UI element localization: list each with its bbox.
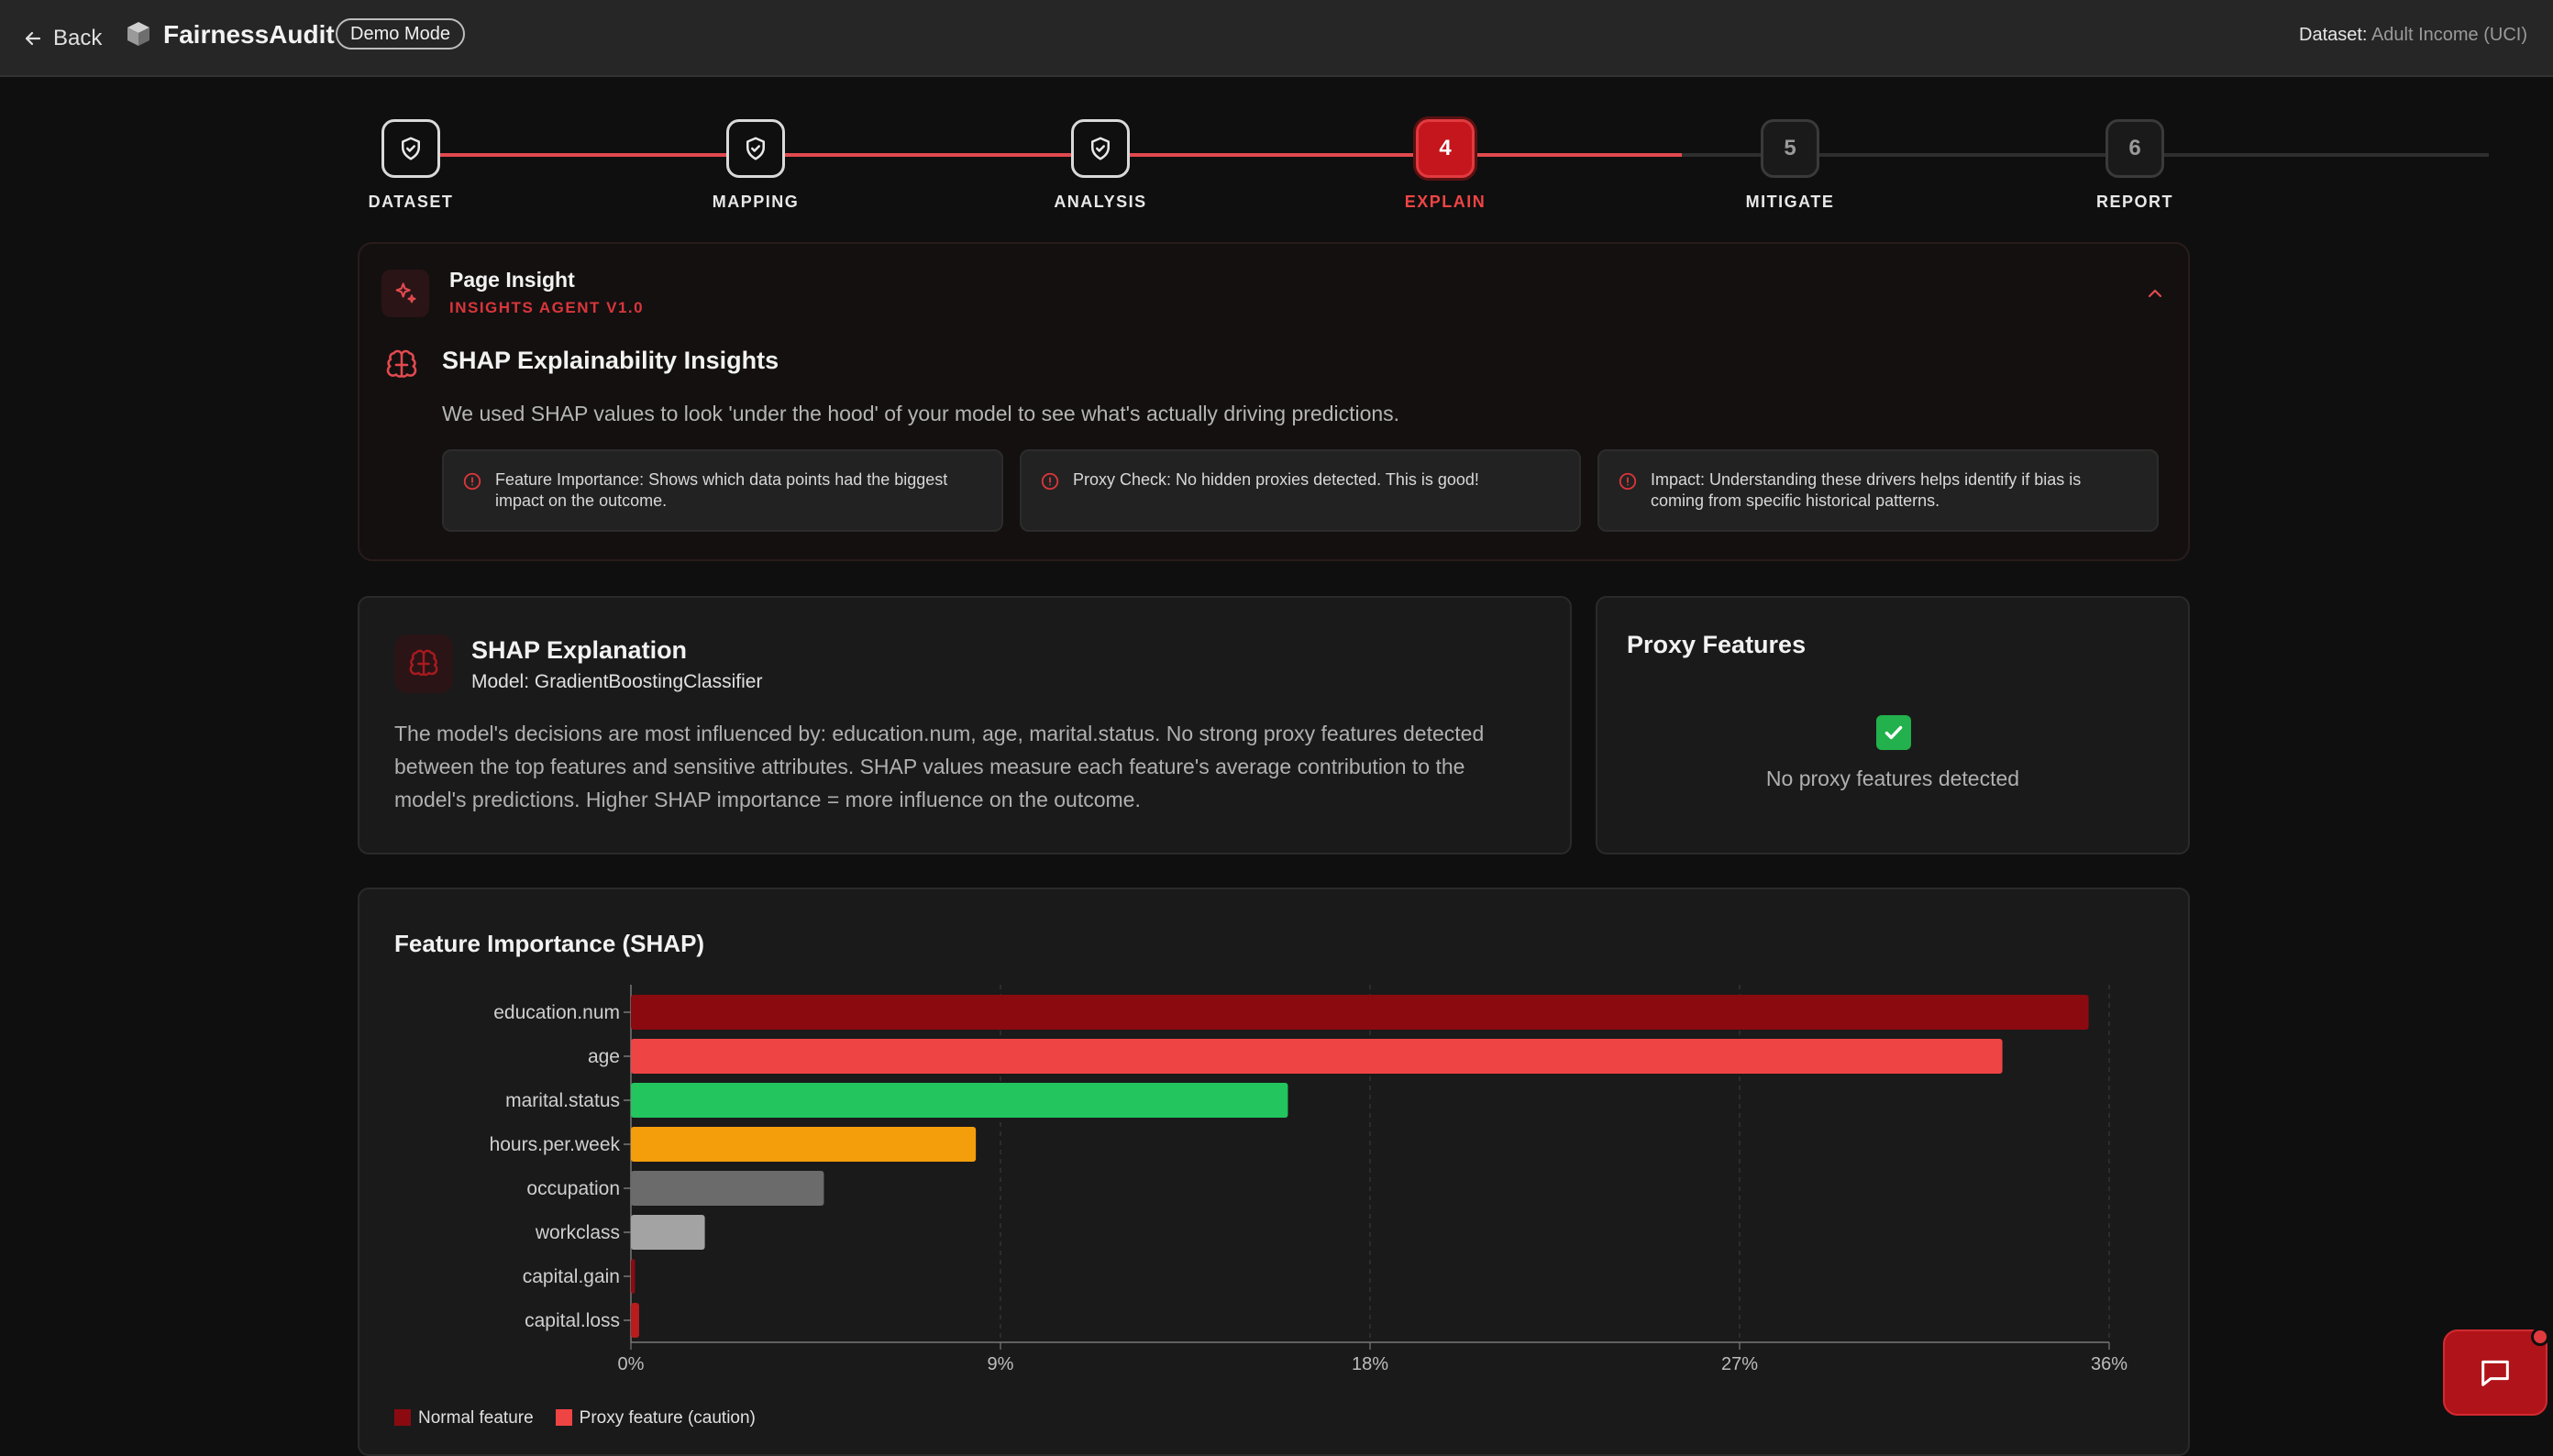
x-tick-label: 18%: [1352, 1354, 1388, 1374]
bar-capital-gain: [631, 1259, 635, 1294]
step-dataset[interactable]: DATASET: [347, 119, 475, 212]
step-analysis-label: ANALYSIS: [1054, 193, 1147, 211]
y-tick-label: hours.per.week: [490, 1134, 621, 1155]
step-analysis[interactable]: ANALYSIS: [1036, 119, 1165, 212]
y-tick-label: workclass: [535, 1222, 620, 1243]
arrow-left-icon: [25, 31, 41, 46]
x-tick-label: 27%: [1721, 1354, 1758, 1374]
cube-logo-icon: [127, 22, 149, 46]
shield-check-icon: [402, 137, 420, 160]
explanation-model: Model: GradientBoostingClassifier: [471, 671, 763, 692]
shield-check-icon: [1091, 137, 1110, 160]
step-explain[interactable]: 4 EXPLAIN: [1381, 119, 1509, 212]
bar-workclass: [631, 1215, 705, 1250]
app-name: FairnessAudit: [163, 20, 335, 49]
legend-label-normal: Normal feature: [418, 1408, 534, 1428]
chat-button[interactable]: [2443, 1328, 2549, 1416]
back-button[interactable]: Back: [22, 20, 102, 57]
info-icon: [1619, 472, 1637, 491]
stepper-line-pending: [1682, 153, 2489, 157]
info-icon: [463, 472, 481, 491]
bar-occupation: [631, 1171, 824, 1206]
top-bar: Back FairnessAudit Demo Mode Dataset: Ad…: [0, 0, 2553, 77]
page-insight-panel: Page Insight INSIGHTS AGENT V1.0 SHAP Ex…: [358, 242, 2190, 561]
bar-education-num: [631, 995, 2089, 1030]
legend-label-proxy: Proxy feature (caution): [579, 1408, 756, 1428]
insight-card-impact: Impact: Understanding these drivers help…: [1597, 449, 2159, 532]
notification-dot: [2531, 1328, 2549, 1346]
x-tick-label: 0%: [618, 1354, 645, 1374]
legend-swatch-normal: [394, 1409, 411, 1426]
bar-capital-loss: [631, 1303, 639, 1338]
proxy-features-panel: Proxy Features No proxy features detecte…: [1596, 596, 2190, 855]
step-mapping[interactable]: MAPPING: [691, 119, 820, 212]
insight-title: Page Insight: [449, 268, 575, 292]
y-tick-label: marital.status: [505, 1090, 620, 1111]
bar-marital-status: [631, 1083, 1288, 1118]
dataset-indicator: Dataset: Adult Income (UCI): [2299, 22, 2527, 48]
x-tick-label: 9%: [988, 1354, 1014, 1374]
y-tick-label: education.num: [493, 1002, 620, 1023]
y-tick-label: age: [588, 1046, 620, 1067]
step-report-number: 6: [2105, 119, 2164, 178]
dataset-value: Adult Income (UCI): [2371, 25, 2527, 45]
step-dataset-box: [381, 119, 440, 178]
step-explain-number: 4: [1416, 119, 1475, 178]
back-label: Back: [53, 26, 103, 50]
step-mapping-label: MAPPING: [712, 193, 800, 211]
step-report[interactable]: 6 REPORT: [2071, 119, 2199, 212]
shap-explanation-panel: SHAP Explanation Model: GradientBoosting…: [358, 596, 1572, 855]
step-mitigate-label: MITIGATE: [1745, 193, 1835, 211]
chevron-up-icon[interactable]: [2144, 282, 2166, 304]
legend-swatch-proxy: [555, 1409, 572, 1426]
step-explain-label: EXPLAIN: [1404, 193, 1486, 211]
legend-item-normal: Normal feature: [394, 1408, 534, 1428]
insight-card-text: Feature Importance: Shows which data poi…: [495, 470, 948, 510]
check-mark-icon: [1876, 715, 1911, 750]
chart-title: Feature Importance (SHAP): [394, 930, 705, 957]
chart-legend: Normal feature Proxy feature (caution): [394, 1408, 756, 1428]
dataset-label: Dataset:: [2299, 25, 2368, 45]
brain-icon: [386, 349, 417, 378]
y-tick-label: occupation: [526, 1178, 620, 1199]
x-tick-label: 36%: [2091, 1354, 2128, 1374]
step-mapping-box: [726, 119, 785, 178]
feature-importance-panel: Feature Importance (SHAP) 0% 9% 18% 27% 36% e…: [358, 888, 2190, 1456]
legend-item-proxy: Proxy feature (caution): [555, 1408, 756, 1428]
insight-subtitle: INSIGHTS AGENT V1.0: [449, 299, 645, 316]
step-mitigate-number: 5: [1761, 119, 1819, 178]
step-analysis-box: [1071, 119, 1130, 178]
progress-stepper: DATASET MAPPING ANALYSIS 4 EXPLAIN 5 MIT…: [358, 119, 2489, 220]
step-report-label: REPORT: [2095, 193, 2173, 211]
step-mitigate[interactable]: 5 MITIGATE: [1726, 119, 1854, 212]
shield-check-icon: [746, 137, 765, 160]
sparkles-icon: [381, 270, 429, 317]
explanation-text: The model's decisions are most influence…: [394, 722, 1485, 811]
explanation-title: SHAP Explanation: [471, 636, 688, 664]
y-tick-label: capital.gain: [523, 1266, 620, 1287]
proxy-title: Proxy Features: [1627, 631, 1807, 658]
info-icon: [1041, 472, 1059, 491]
insight-description: We used SHAP values to look 'under the h…: [442, 402, 1400, 425]
bar-hours-per-week: [631, 1127, 977, 1162]
demo-mode-badge: Demo Mode: [336, 18, 465, 50]
brain-icon: [394, 634, 453, 693]
insight-card-proxy-check: Proxy Check: No hidden proxies detected.…: [1020, 449, 1581, 532]
step-dataset-label: DATASET: [368, 193, 454, 211]
bar-age: [631, 1039, 2003, 1074]
insight-card-feature-importance: Feature Importance: Shows which data poi…: [442, 449, 1003, 532]
stepper-line-complete: [411, 153, 1682, 157]
chat-bubble-icon: [2481, 1360, 2509, 1386]
insight-heading: SHAP Explainability Insights: [442, 347, 779, 374]
feature-importance-chart: 0% 9% 18% 27% 36% education.num age marital.sta…: [490, 985, 2128, 1374]
insight-card-text: Proxy Check: No hidden proxies detected.…: [1073, 470, 1479, 489]
insight-card-text: Impact: Understanding these drivers help…: [1651, 470, 2082, 510]
y-tick-label: capital.loss: [525, 1310, 620, 1331]
proxy-empty-text: No proxy features detected: [1765, 767, 2020, 790]
